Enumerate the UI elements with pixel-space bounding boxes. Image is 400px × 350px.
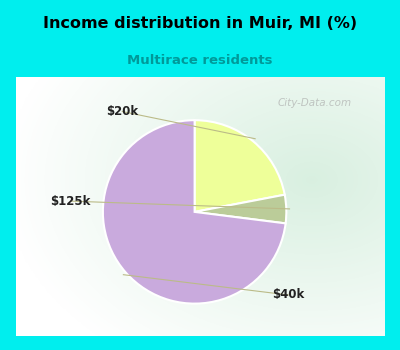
Text: Income distribution in Muir, MI (%): Income distribution in Muir, MI (%) [43, 16, 357, 30]
Text: $20k: $20k [106, 105, 138, 118]
Text: $40k: $40k [272, 288, 305, 301]
Text: Multirace residents: Multirace residents [127, 54, 273, 66]
Text: City-Data.com: City-Data.com [278, 98, 352, 108]
Wedge shape [195, 120, 285, 212]
Text: $125k: $125k [50, 195, 91, 208]
Wedge shape [195, 195, 286, 223]
Wedge shape [103, 120, 286, 303]
